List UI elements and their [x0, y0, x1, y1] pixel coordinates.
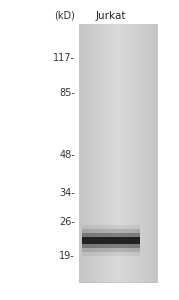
Bar [82, 244, 140, 251]
Bar [132, 24, 133, 282]
Bar [86, 24, 87, 282]
Bar [82, 244, 140, 248]
Bar [129, 24, 130, 282]
Bar [102, 24, 103, 282]
Bar [82, 233, 140, 236]
Bar [133, 24, 134, 282]
Bar [96, 24, 97, 282]
Bar [93, 24, 94, 282]
Text: Jurkat: Jurkat [96, 11, 126, 21]
Bar [91, 24, 92, 282]
Bar [145, 24, 146, 282]
Bar [125, 24, 126, 282]
Bar [141, 24, 142, 282]
Bar [108, 24, 109, 282]
Bar [113, 24, 114, 282]
Bar [87, 24, 88, 282]
Bar [95, 24, 96, 282]
Bar [107, 24, 108, 282]
Bar [126, 24, 127, 282]
Bar [118, 24, 119, 282]
Bar [143, 24, 144, 282]
Bar [83, 24, 84, 282]
Bar [101, 24, 102, 282]
Bar [97, 24, 98, 282]
Bar [92, 24, 93, 282]
Bar [104, 24, 105, 282]
Bar [106, 24, 107, 282]
Bar [79, 24, 158, 282]
Bar [85, 24, 86, 282]
Bar [120, 24, 121, 282]
Bar [122, 24, 123, 282]
Bar [124, 24, 125, 282]
Bar [155, 24, 156, 282]
Bar [153, 24, 154, 282]
Bar [115, 24, 116, 282]
Bar [112, 24, 113, 282]
Bar [121, 24, 122, 282]
Text: 34-: 34- [59, 188, 75, 198]
Bar [140, 24, 141, 282]
Bar [94, 24, 95, 282]
Bar [150, 24, 151, 282]
Bar [84, 24, 85, 282]
Text: 19-: 19- [59, 251, 75, 261]
Text: 117-: 117- [53, 53, 75, 63]
Bar [152, 24, 153, 282]
Bar [116, 24, 117, 282]
Bar [80, 24, 81, 282]
Text: 26-: 26- [59, 217, 75, 227]
Bar [127, 24, 128, 282]
Bar [114, 24, 115, 282]
Bar [149, 24, 150, 282]
Bar [109, 24, 110, 282]
Bar [146, 24, 147, 282]
Bar [82, 229, 140, 236]
Bar [151, 24, 152, 282]
Bar [157, 24, 158, 282]
Bar [119, 24, 120, 282]
Text: 85-: 85- [59, 88, 75, 98]
Bar [90, 24, 91, 282]
Bar [82, 236, 140, 244]
Bar [128, 24, 129, 282]
Bar [98, 24, 99, 282]
Bar [103, 24, 104, 282]
Text: 48-: 48- [59, 150, 75, 160]
Bar [82, 24, 83, 282]
Bar [147, 24, 148, 282]
Bar [139, 24, 140, 282]
Bar [110, 24, 111, 282]
Bar [81, 24, 82, 282]
Bar [131, 24, 132, 282]
Bar [137, 24, 138, 282]
Bar [117, 24, 118, 282]
Bar [111, 24, 112, 282]
Bar [136, 24, 137, 282]
Bar [144, 24, 145, 282]
Bar [156, 24, 157, 282]
Bar [134, 24, 135, 282]
Bar [88, 24, 89, 282]
Bar [82, 244, 140, 256]
Bar [123, 24, 124, 282]
Bar [105, 24, 106, 282]
Bar [130, 24, 131, 282]
Bar [138, 24, 139, 282]
Bar [99, 24, 100, 282]
Bar [142, 24, 143, 282]
Bar [89, 24, 90, 282]
Bar [79, 24, 80, 282]
Bar [148, 24, 149, 282]
Bar [82, 224, 140, 236]
Bar [135, 24, 136, 282]
Bar [154, 24, 155, 282]
Text: (kD): (kD) [54, 11, 75, 21]
Bar [100, 24, 101, 282]
